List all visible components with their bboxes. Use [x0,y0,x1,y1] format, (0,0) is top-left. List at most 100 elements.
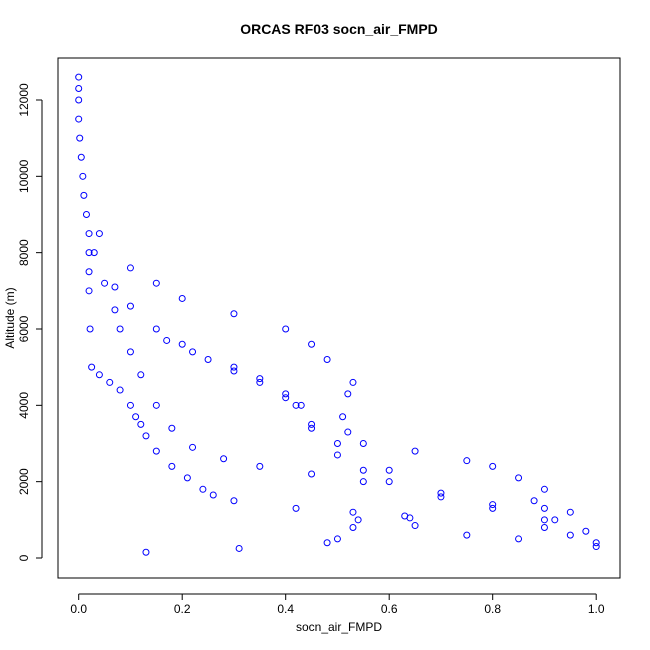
x-tick-label: 0.8 [484,602,501,616]
data-point [168,462,176,470]
data-point [333,451,341,459]
data-point [489,462,497,470]
data-point [344,390,352,398]
data-point [463,531,471,539]
data-point [101,279,109,287]
data-point [437,493,445,501]
data-point [168,424,176,432]
data-point [80,191,88,199]
data-point [76,134,84,142]
data-point [282,394,290,402]
data-point [489,504,497,512]
data-point [540,485,548,493]
data-point [204,356,212,364]
data-point [183,474,191,482]
data-point [142,548,150,556]
data-point [137,371,145,379]
data-point [323,356,331,364]
data-point [592,539,600,547]
data-point [75,115,83,123]
y-tick-label: 8000 [17,239,31,266]
data-point [406,514,414,522]
y-tick-label: 2000 [17,468,31,495]
x-tick-label: 1.0 [588,602,605,616]
data-point [163,336,171,344]
x-tick-label: 0.0 [70,602,87,616]
data-point [530,497,538,505]
x-axis-label: socn_air_FMPD [296,620,382,634]
data-point [515,474,523,482]
chart-title: ORCAS RF03 socn_air_FMPD [240,21,438,37]
data-point [85,230,93,238]
data-point [126,348,134,356]
data-point [359,466,367,474]
data-point [90,249,98,257]
data-point [582,527,590,535]
data-point [75,73,83,81]
data-point [178,340,186,348]
data-point [411,447,419,455]
y-tick-label: 10000 [17,159,31,193]
data-point [344,428,352,436]
data-point [230,367,238,375]
data-point [592,543,600,551]
data-point [126,401,134,409]
data-point [308,420,316,428]
data-point [515,535,523,543]
data-point [256,375,264,383]
plot-frame [57,57,621,579]
data-point [551,516,559,524]
data-point [540,516,548,524]
data-point [411,522,419,530]
y-tick-label: 4000 [17,392,31,419]
y-tick-label: 12000 [17,83,31,117]
data-point [333,439,341,447]
data-point [95,371,103,379]
data-point [106,378,114,386]
y-axis-label: Altitude (m) [3,287,17,348]
data-point [292,401,300,409]
y-tick-label: 0 [17,554,31,561]
data-point [308,470,316,478]
data-point [77,153,85,161]
data-point [85,249,93,257]
data-point [199,485,207,493]
data-point [95,230,103,238]
data-point [566,508,574,516]
data-point [111,283,119,291]
x-tick-label: 0.2 [174,602,191,616]
data-point [189,348,197,356]
data-point [82,210,90,218]
data-point [142,432,150,440]
data-point [116,386,124,394]
data-point [230,363,238,371]
data-point [308,424,316,432]
data-point [152,325,160,333]
data-point [282,325,290,333]
data-point [297,401,305,409]
data-point [540,523,548,531]
data-point [189,443,197,451]
data-point [437,489,445,497]
data-point [230,310,238,318]
data-point [359,439,367,447]
x-tick-label: 0.6 [381,602,398,616]
data-point [292,504,300,512]
data-point [339,413,347,421]
data-point [137,420,145,428]
data-point [111,306,119,314]
data-point [75,96,83,104]
data-point [566,531,574,539]
data-point [152,447,160,455]
data-point [85,268,93,276]
data-point [126,302,134,310]
x-tick-label: 0.4 [277,602,294,616]
data-point [385,478,393,486]
y-tick-label: 6000 [17,315,31,342]
data-point [209,491,217,499]
data-point [489,501,497,509]
data-point [116,325,124,333]
data-point [126,264,134,272]
